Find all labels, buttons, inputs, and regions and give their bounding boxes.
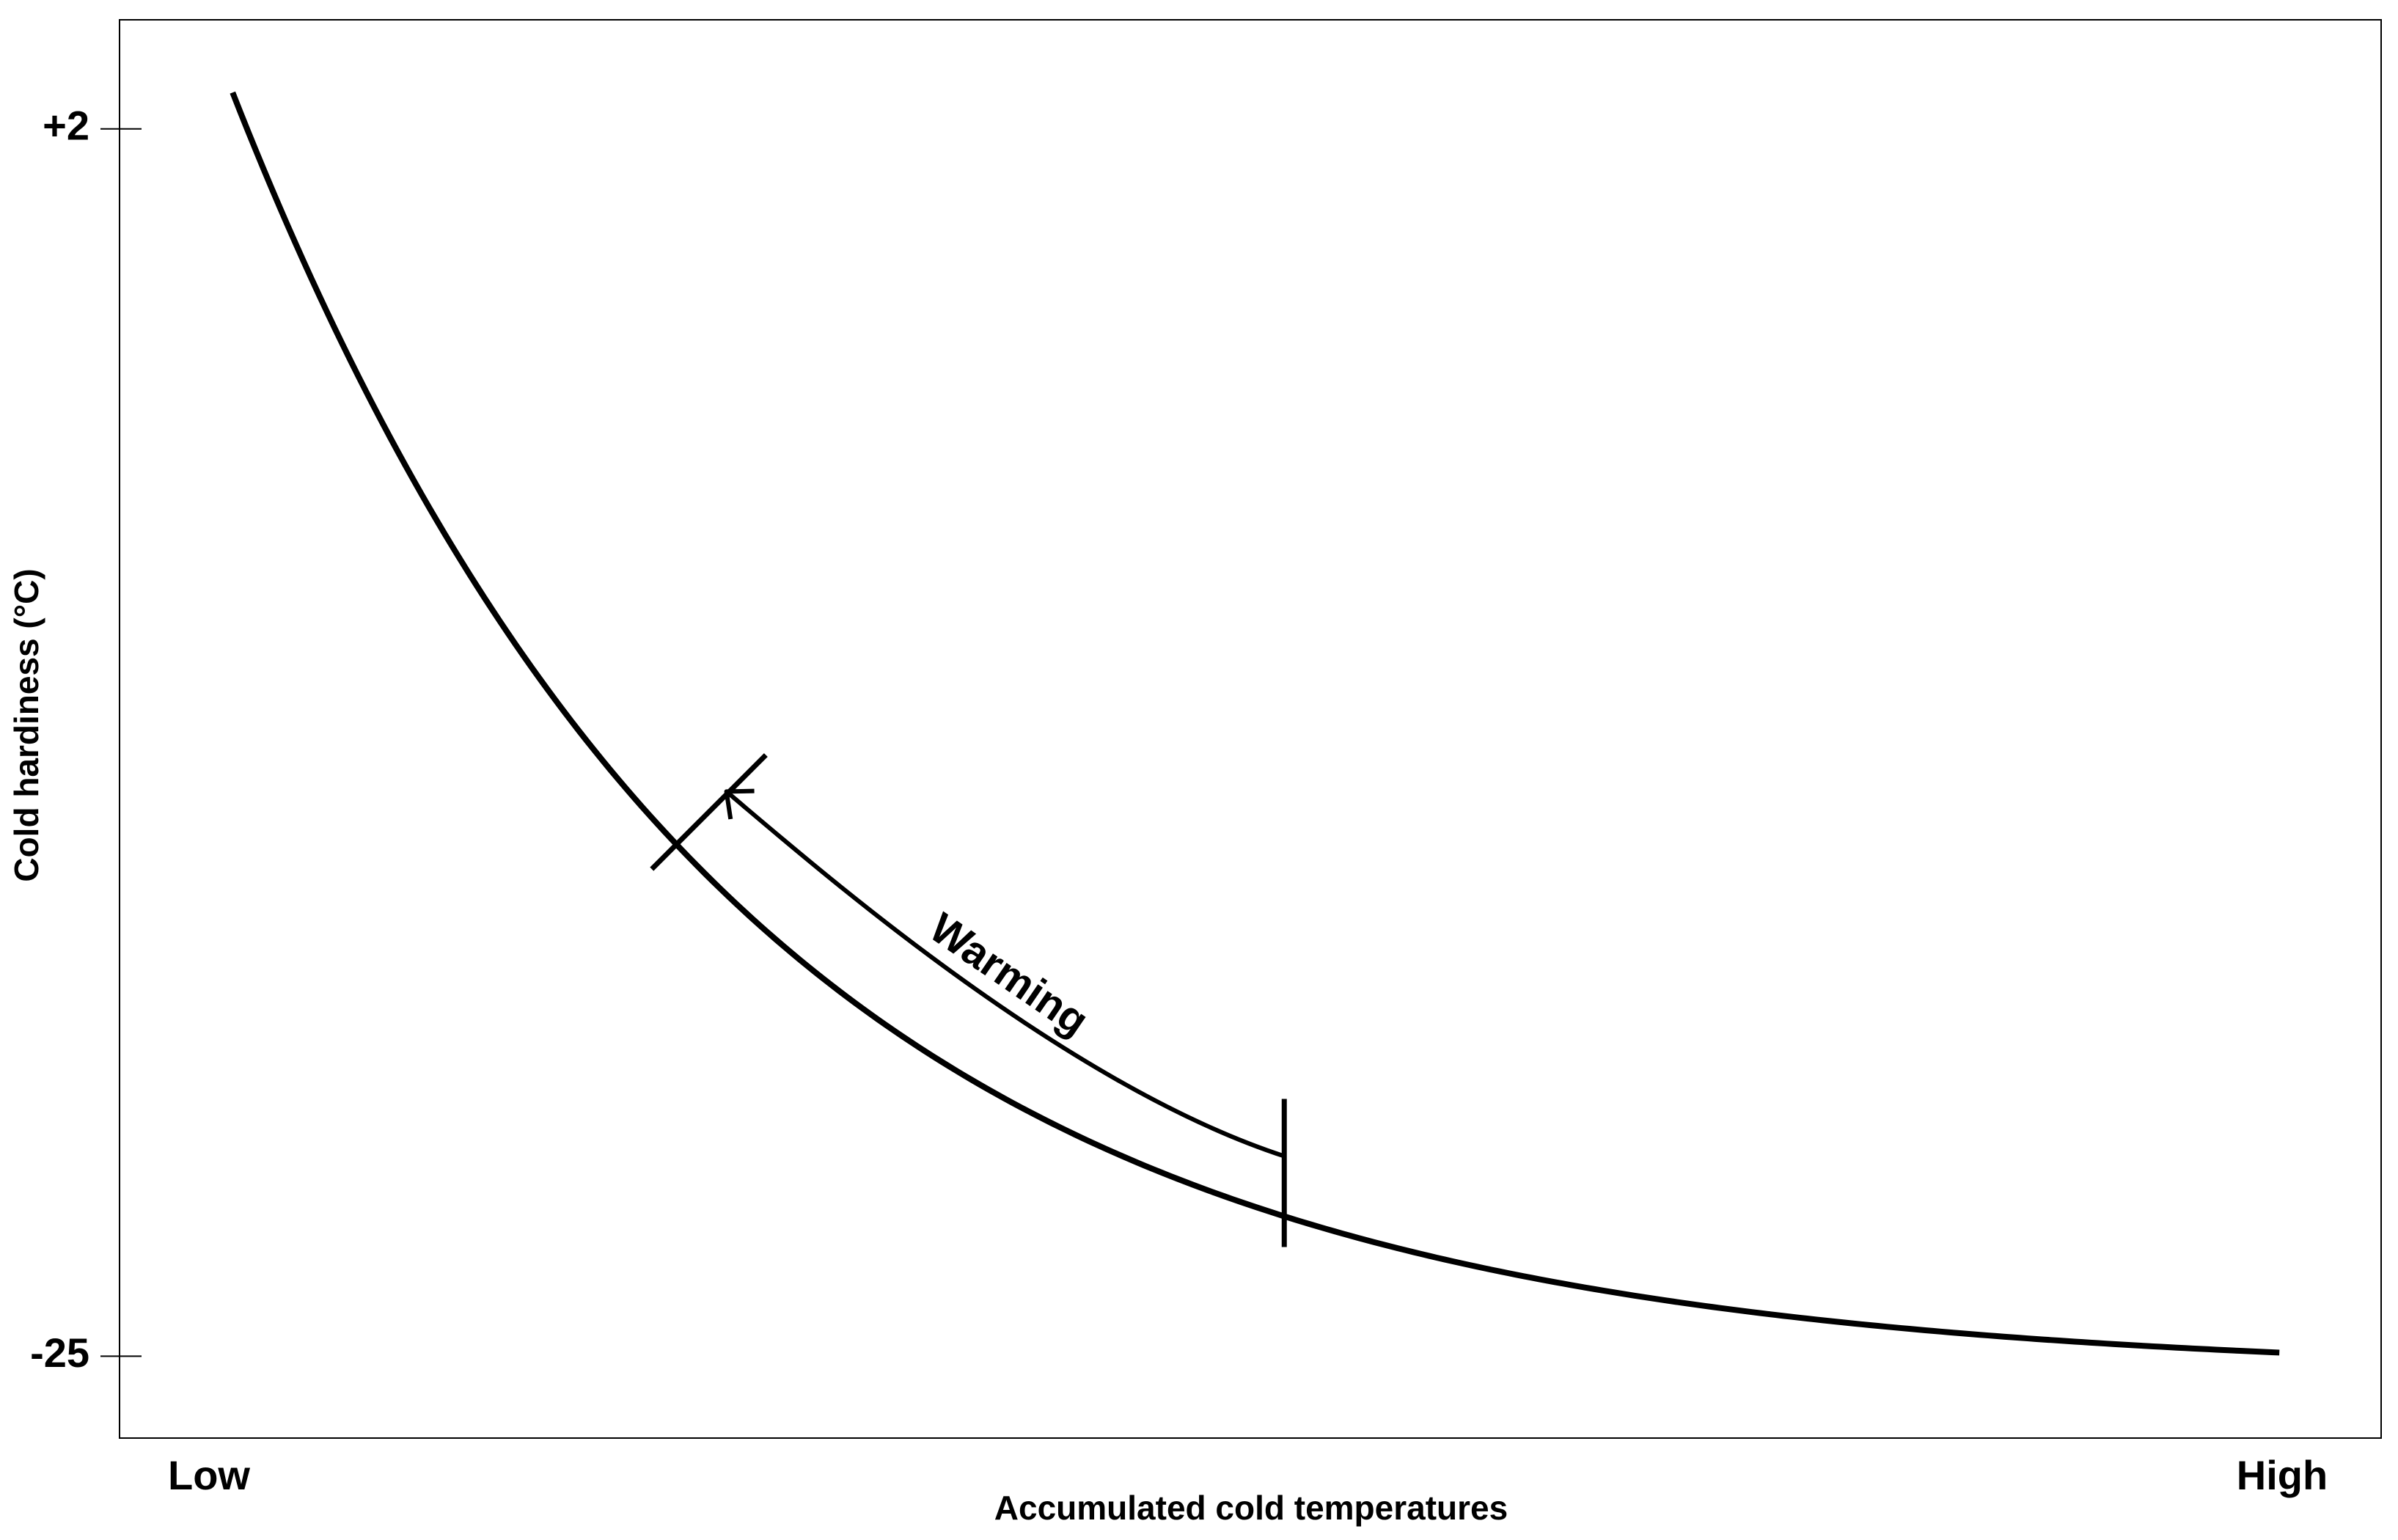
x-axis-label: Accumulated cold temperatures — [994, 1489, 1508, 1527]
x-tick-label-high: High — [2237, 1452, 2328, 1498]
y-tick-label-plus2: +2 — [43, 103, 89, 149]
x-tick-label-low: Low — [168, 1452, 250, 1498]
warming-arrow-path — [725, 790, 1286, 1159]
plot-frame — [119, 19, 2382, 1439]
warming-end-marker — [650, 753, 768, 871]
y-axis-label: Cold hardiness (°C) — [7, 568, 45, 881]
warming-label: Warming — [921, 904, 1097, 1046]
cold-hardiness-curve — [230, 91, 2280, 1356]
y-tick-label-minus25: -25 — [30, 1330, 89, 1376]
